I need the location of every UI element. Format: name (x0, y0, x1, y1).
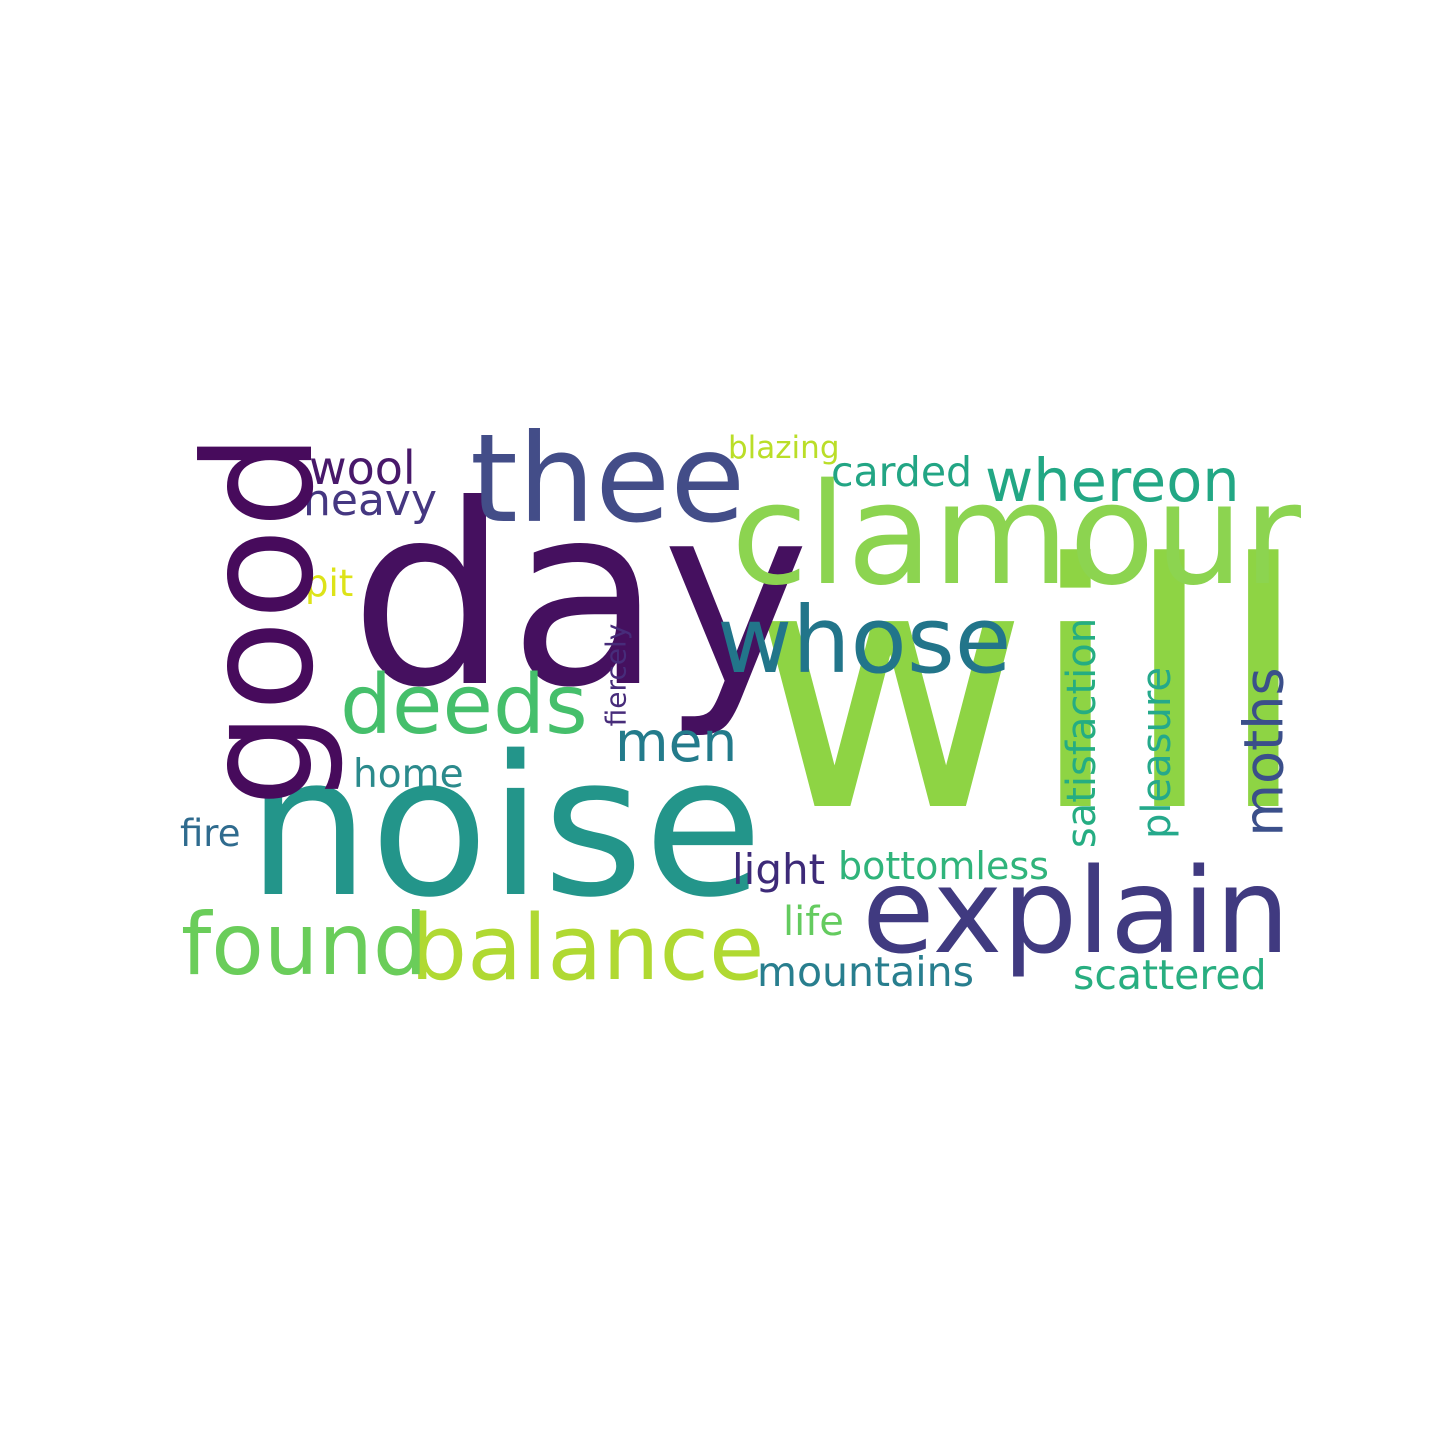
word-whereon: whereon (985, 446, 1240, 515)
word-men: men (615, 710, 738, 774)
word-blazing: blazing (728, 430, 840, 466)
word-pleasure: pleasure (1134, 667, 1180, 839)
word-wool: wool (309, 441, 416, 495)
word-pit: pit (305, 562, 354, 605)
word-balance: balance (410, 896, 765, 1001)
word-will: will (752, 492, 1311, 886)
word-mountains: mountains (757, 948, 974, 996)
word-noise: noise (247, 714, 763, 940)
word-bottomless: bottomless (838, 844, 1049, 888)
word-life: life (783, 899, 844, 945)
word-fire: fire (180, 812, 241, 855)
word-whose: whose (717, 587, 1012, 694)
word-thee: thee (470, 408, 746, 550)
word-fiercely: fiercely (598, 623, 632, 727)
word-carded: carded (831, 448, 973, 496)
word-moths: moths (1232, 667, 1296, 837)
word-clamour: clamour (731, 454, 1301, 617)
word-day: day (350, 451, 810, 742)
word-home: home (353, 752, 464, 797)
word-light: light (732, 845, 826, 894)
word-explain: explain (862, 842, 1290, 980)
word-good: good (172, 433, 347, 807)
word-found: found (181, 895, 428, 995)
word-scattered: scattered (1073, 951, 1267, 999)
word-satisfaction: satisfaction (1059, 617, 1106, 849)
word-deeds: deeds (340, 658, 588, 753)
word-heavy: heavy (303, 475, 437, 526)
